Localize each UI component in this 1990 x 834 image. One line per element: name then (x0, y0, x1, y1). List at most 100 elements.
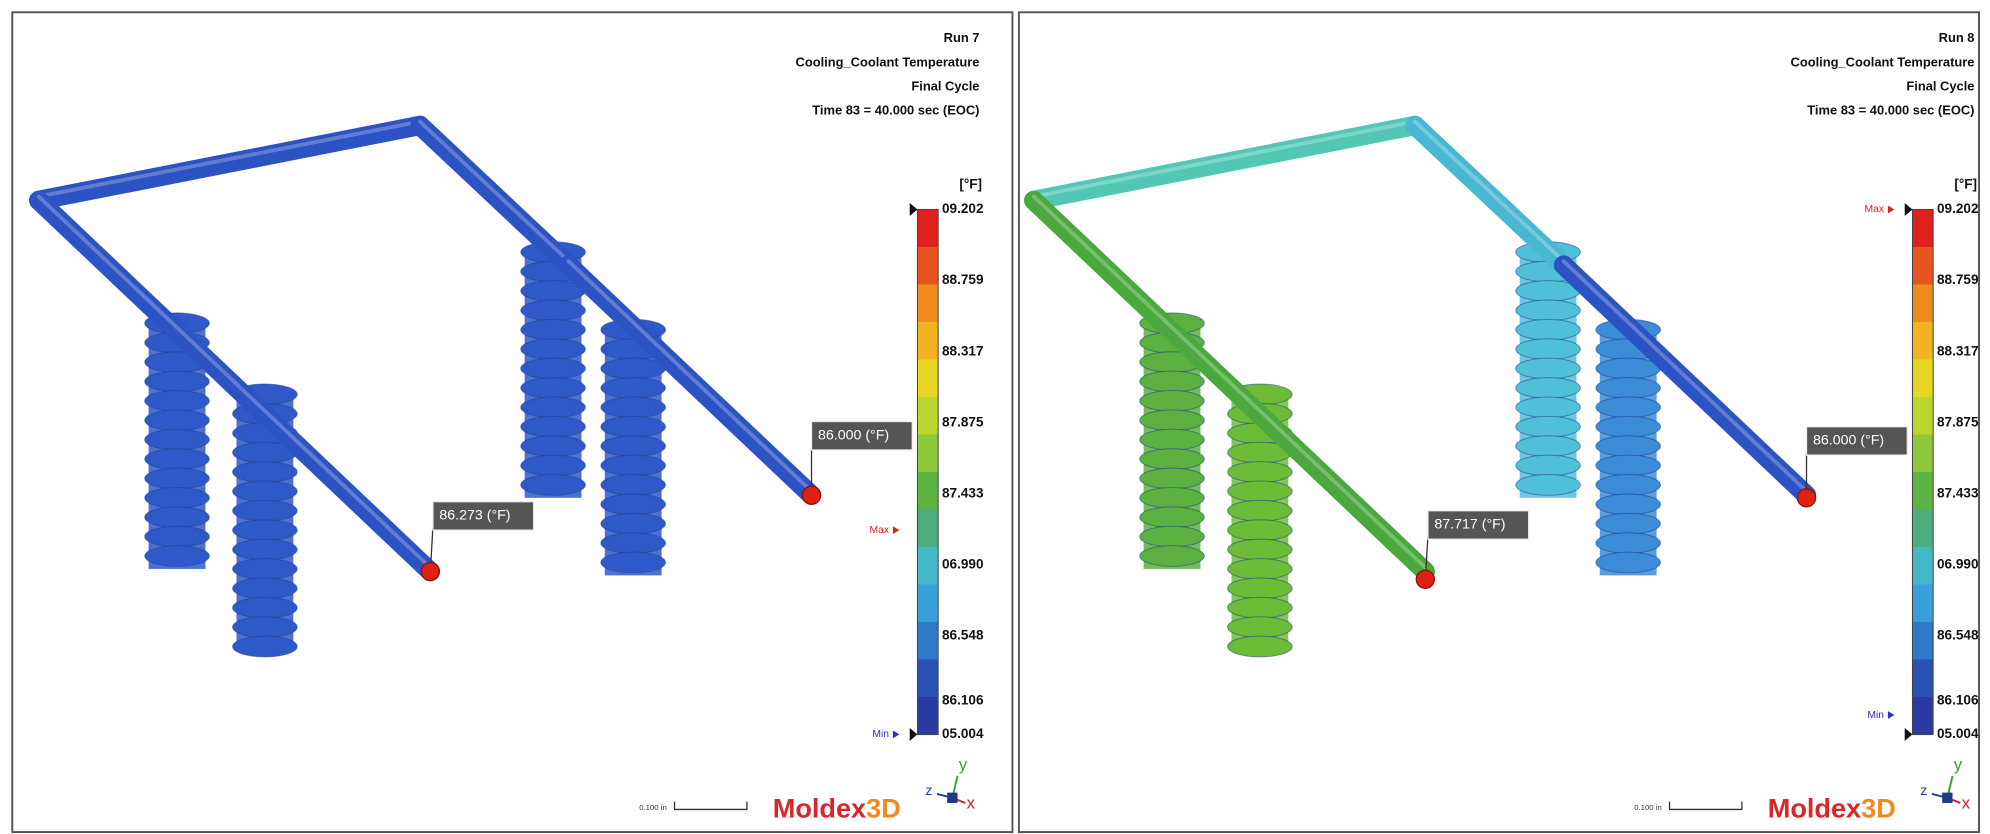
coil-turn (1515, 357, 1581, 380)
axis-origin (1942, 792, 1953, 803)
axis-label-y: y (959, 755, 968, 774)
axis-label-z: z (925, 783, 932, 799)
coil-turn (1595, 435, 1662, 457)
coil-turn (144, 448, 210, 470)
scale-bar (673, 801, 748, 811)
coil-turn (1595, 512, 1662, 535)
scale-label: 86.106 (942, 692, 984, 707)
coil-turn (144, 370, 210, 393)
coil-turn (1139, 486, 1205, 509)
min-pointer (1887, 711, 1895, 719)
coil-turn (1595, 551, 1662, 574)
colorbar-band (917, 359, 939, 398)
coil-turn (144, 389, 210, 412)
coil-turn (520, 415, 586, 438)
scale-bar (1668, 801, 1743, 811)
colorbar-band (1912, 621, 1934, 661)
probe-point (801, 485, 822, 505)
colorbar-band (1912, 396, 1934, 436)
coil-turn (1139, 370, 1205, 393)
colorbar-band (917, 284, 939, 323)
coil-turn (1227, 499, 1293, 522)
result-panel: 87.717 (°F) 86.000 (°F) Run 8 Cooling_Coola… (1024, 30, 1979, 824)
coil-turn (600, 532, 667, 554)
colorbar-band (1912, 209, 1934, 248)
coil-turn (1515, 474, 1581, 496)
scale-label: 88.317 (1937, 343, 1978, 358)
coil-turn (144, 525, 210, 548)
coil-turn (600, 551, 667, 574)
coil-turn (144, 486, 210, 509)
logo-main: Moldex (773, 793, 866, 824)
coil-turn (520, 396, 586, 419)
coil-turn (1139, 506, 1205, 529)
coil-turn (1515, 377, 1581, 399)
scale-pointer (909, 203, 918, 216)
logo-main: Moldex (1768, 793, 1861, 824)
header-result: Cooling_Coolant Temperature (1791, 54, 1975, 69)
scale-label: 87.875 (1937, 414, 1979, 429)
max-pointer (1887, 205, 1895, 214)
coil-turn (232, 499, 298, 522)
scale-label: 06.990 (1937, 557, 1978, 572)
header-time: Time 83 = 40.000 sec (EOC) (812, 103, 979, 118)
coil-turn (232, 635, 298, 658)
pipe-highlight (418, 119, 571, 264)
colorbar-band (917, 509, 939, 548)
scale-label: 86.548 (1937, 628, 1979, 643)
scale-label: 87.875 (942, 414, 984, 429)
coil-turn (1515, 299, 1581, 322)
colorbar-band (1912, 434, 1934, 473)
probe-label: 86.000 (°F) (1813, 433, 1884, 449)
coil-turn (232, 461, 298, 483)
coil-turn (1139, 409, 1205, 432)
probe-point (1796, 488, 1817, 508)
scale-label: 88.317 (942, 343, 983, 358)
scale-label: 87.433 (1937, 486, 1979, 501)
coil-turn (600, 512, 667, 535)
coil-turn (1227, 558, 1293, 580)
coil-turn (1139, 467, 1205, 490)
pipe (1405, 115, 1574, 275)
probe-label-box (432, 501, 535, 531)
probe-label: 86.000 (°F) (818, 427, 889, 443)
coil-turn (1515, 454, 1581, 477)
colorbar-band (917, 321, 939, 361)
scale-bar-label: 0.100 in (639, 803, 667, 812)
coil-turn (1595, 493, 1662, 516)
max-marker: Max (1865, 204, 1885, 215)
coil-turn (232, 616, 298, 638)
coil-turn (1595, 377, 1662, 399)
colorbar-band (1912, 471, 1934, 511)
colorbar-band (1912, 246, 1934, 286)
coil-turn (1515, 415, 1581, 438)
colorbar-band (1912, 659, 1934, 698)
coil-turn (232, 538, 298, 561)
axis-label-x: x (1962, 794, 1971, 813)
scale-label: 88.759 (1937, 272, 1979, 287)
coil-turn (600, 474, 667, 496)
coil-turn (1139, 525, 1205, 548)
pipe (1553, 255, 1817, 505)
axis-label-x: x (967, 794, 976, 813)
colorbar-band (917, 546, 939, 586)
coil-turn (600, 454, 667, 477)
coil-turn (1515, 338, 1581, 360)
scale-pointer (1904, 203, 1913, 216)
scale-label: 09.202 (1937, 201, 1978, 216)
scale-label: 87.433 (942, 486, 984, 501)
min-pointer (892, 730, 900, 739)
probe-point (1415, 569, 1435, 589)
colorbar-frame (1911, 208, 1934, 735)
scale-bar-label: 0.100 in (1634, 803, 1662, 812)
scale-pointer (1904, 727, 1913, 741)
scale-label: 09.202 (942, 201, 983, 216)
probe-label-box (1805, 426, 1908, 456)
coil-turn (1139, 389, 1205, 412)
colorbar-band (1912, 696, 1934, 736)
coil-turn (232, 480, 298, 503)
colorbar-band (917, 659, 939, 698)
pipe-highlight (1413, 119, 1566, 264)
coil-turn (1515, 318, 1581, 341)
pipe-highlight (1561, 259, 1809, 494)
